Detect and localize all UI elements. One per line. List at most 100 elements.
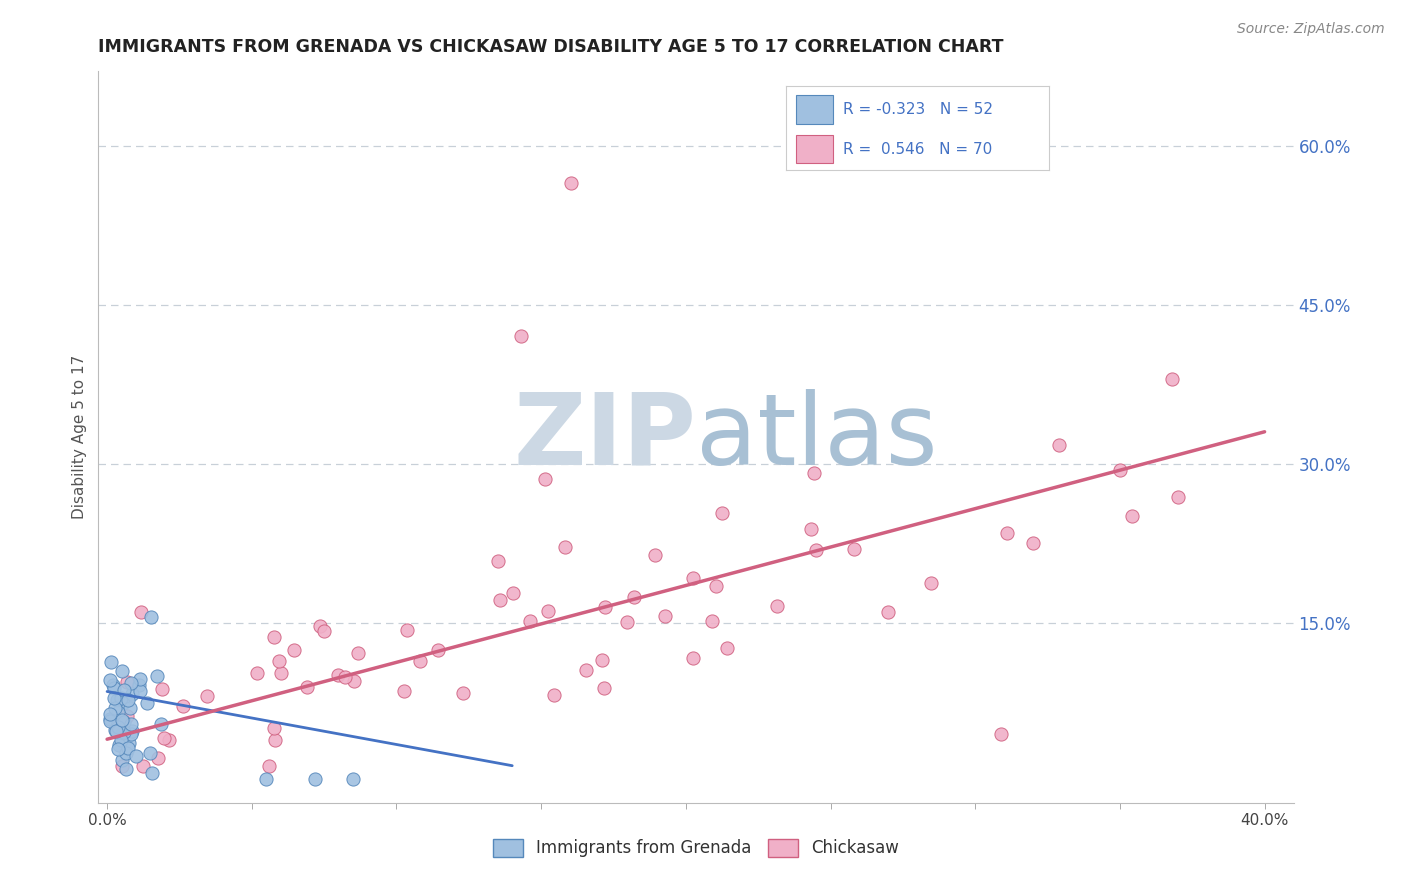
Point <box>644 548 666 562</box>
Point <box>107 742 129 756</box>
Point <box>716 640 738 655</box>
Point <box>502 586 524 600</box>
Point <box>111 754 134 768</box>
Point <box>616 615 638 629</box>
Point <box>842 542 865 557</box>
Point <box>533 473 555 487</box>
Point <box>111 713 134 727</box>
Point <box>1109 463 1132 477</box>
Text: IMMIGRANTS FROM GRENADA VS CHICKASAW DISABILITY AGE 5 TO 17 CORRELATION CHART: IMMIGRANTS FROM GRENADA VS CHICKASAW DIS… <box>98 38 1004 56</box>
Point <box>110 758 132 772</box>
Point <box>342 772 364 787</box>
Point <box>700 614 723 628</box>
Point <box>395 623 418 637</box>
Point <box>254 772 277 787</box>
Point <box>259 758 281 772</box>
Point <box>267 653 290 667</box>
Point <box>543 689 565 703</box>
Point <box>103 690 125 705</box>
Point <box>392 684 415 698</box>
Point <box>139 747 162 761</box>
Point <box>121 688 143 702</box>
Point <box>1047 438 1070 452</box>
Point <box>346 646 368 660</box>
Point <box>270 665 292 680</box>
Point <box>489 593 512 607</box>
Point <box>519 614 541 628</box>
Text: atlas: atlas <box>696 389 938 485</box>
Point <box>1167 491 1189 505</box>
Point <box>98 673 121 688</box>
Point <box>107 738 129 752</box>
Point <box>264 733 287 747</box>
Point <box>593 681 616 696</box>
Point <box>312 624 335 638</box>
Legend: Immigrants from Grenada, Chickasaw: Immigrants from Grenada, Chickasaw <box>486 832 905 864</box>
Point <box>409 654 432 668</box>
Point <box>120 717 142 731</box>
Point <box>112 724 135 739</box>
Point <box>112 683 135 698</box>
Point <box>804 543 827 558</box>
Point <box>704 578 727 592</box>
Point <box>309 619 332 633</box>
Point <box>108 723 131 738</box>
Point <box>103 681 125 695</box>
Point <box>131 605 153 619</box>
Point <box>766 599 789 613</box>
Point <box>537 604 560 618</box>
Point <box>591 653 613 667</box>
Point <box>104 723 127 738</box>
Point <box>157 733 180 747</box>
Point <box>103 701 125 715</box>
Point <box>110 726 132 740</box>
Point <box>427 643 450 657</box>
Point <box>333 670 356 684</box>
Point <box>120 727 142 741</box>
Point <box>98 706 121 721</box>
Point <box>554 540 576 554</box>
Point <box>263 630 285 644</box>
Point <box>110 665 132 679</box>
Point <box>103 678 125 692</box>
Point <box>304 772 326 787</box>
Point <box>98 713 121 727</box>
Point <box>1161 372 1184 386</box>
Point <box>595 599 617 614</box>
Point <box>283 643 305 657</box>
Point <box>115 674 138 689</box>
Point <box>1022 536 1045 550</box>
Text: ZIP: ZIP <box>513 389 696 485</box>
Point <box>575 663 598 677</box>
Point <box>153 731 176 745</box>
Point <box>132 758 155 772</box>
Point <box>146 751 169 765</box>
Point <box>125 749 148 764</box>
Point <box>117 709 139 723</box>
Point <box>920 576 942 591</box>
Point <box>105 692 128 706</box>
Point <box>104 723 127 737</box>
Point <box>1121 508 1143 523</box>
Point <box>197 689 219 703</box>
Point <box>107 720 129 734</box>
Point <box>120 701 142 715</box>
Point <box>129 673 152 687</box>
Point <box>121 724 143 739</box>
Point <box>297 680 319 694</box>
Point <box>486 554 509 568</box>
Point <box>263 721 285 735</box>
Point <box>711 506 734 520</box>
Point <box>120 676 142 690</box>
Point <box>110 733 132 747</box>
Point <box>800 522 823 536</box>
Point <box>117 693 139 707</box>
Point <box>117 740 139 755</box>
Point <box>326 668 349 682</box>
Point <box>149 717 172 731</box>
Point <box>139 610 162 624</box>
Point <box>117 736 139 750</box>
Y-axis label: Disability Age 5 to 17: Disability Age 5 to 17 <box>72 355 87 519</box>
Point <box>112 714 135 729</box>
Point <box>114 762 136 776</box>
